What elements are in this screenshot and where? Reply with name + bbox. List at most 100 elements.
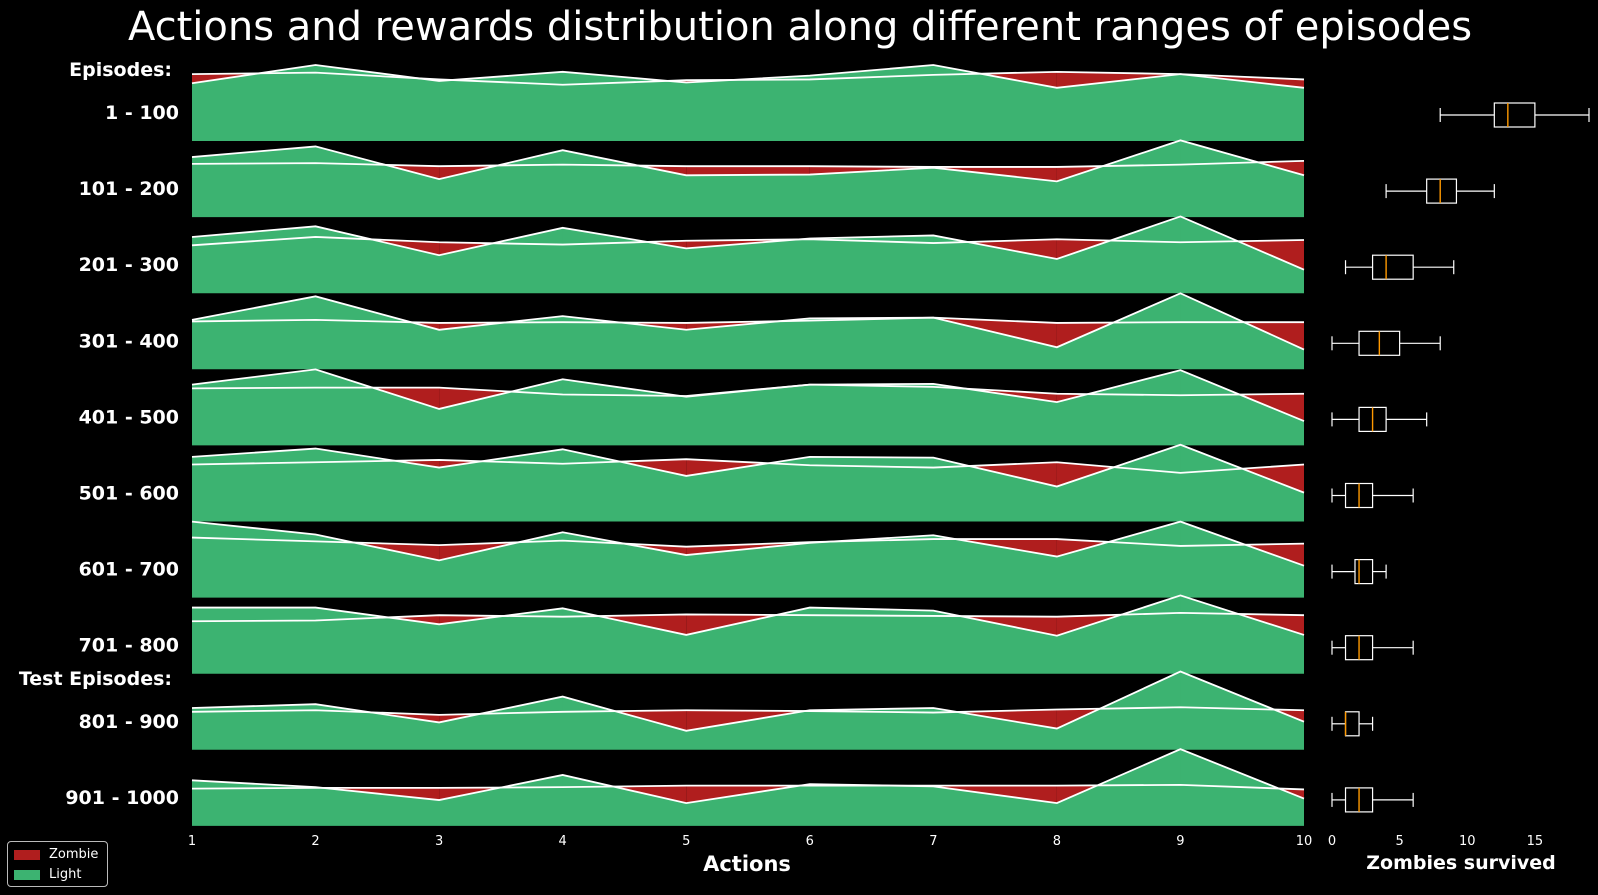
zombie-area bbox=[969, 462, 1057, 487]
boxplot-tick-label: 10 bbox=[1459, 834, 1476, 849]
legend-item-light: Light bbox=[14, 867, 81, 882]
chart-legend: Zombie Light bbox=[7, 841, 108, 887]
boxplot bbox=[1439, 102, 1590, 128]
light-excess-area bbox=[192, 448, 316, 465]
actions-tick-label: 3 bbox=[435, 834, 443, 849]
light-excess-area bbox=[809, 235, 934, 244]
section-label: Episodes: bbox=[69, 59, 172, 81]
zombie-line bbox=[191, 236, 1305, 247]
light-area bbox=[192, 671, 1304, 750]
boxplot bbox=[1331, 635, 1414, 661]
actions-tick-label: 8 bbox=[1053, 834, 1061, 849]
actions-tick-label: 7 bbox=[929, 834, 937, 849]
legend-label-light: Light bbox=[49, 867, 82, 882]
light-excess-area bbox=[1108, 521, 1181, 546]
boxplot-tick-label: 0 bbox=[1328, 834, 1336, 849]
ridge-row: 701 - 800 bbox=[79, 594, 1305, 674]
light-excess-area bbox=[500, 774, 563, 788]
boxplot-x-axis: 0 5 10 15 bbox=[1328, 834, 1543, 849]
ridge-row: 801 - 900 bbox=[79, 670, 1305, 750]
actions-tick-label: 1 bbox=[188, 834, 196, 849]
boxplot bbox=[1331, 482, 1414, 509]
boxplot bbox=[1331, 787, 1414, 813]
zombie-area bbox=[1242, 464, 1304, 493]
row-label: 301 - 400 bbox=[79, 330, 179, 352]
boxplot-panel bbox=[1331, 102, 1590, 813]
zombie-area bbox=[439, 387, 512, 409]
light-excess-area bbox=[809, 607, 934, 616]
row-label: 701 - 800 bbox=[79, 635, 179, 657]
zombie-line bbox=[191, 458, 1305, 474]
ridge-plot: 1 - 100 101 - 200 201 - 300 301 - 400 401 - … bbox=[19, 59, 1305, 826]
row-label: 101 - 200 bbox=[79, 178, 179, 200]
row-label: 801 - 900 bbox=[79, 711, 179, 733]
actions-tick-label: 5 bbox=[682, 834, 690, 849]
light-line bbox=[191, 64, 1305, 89]
ridge-row: 1 - 100 bbox=[105, 64, 1305, 141]
row-label: 901 - 1000 bbox=[65, 787, 179, 809]
zombie-area bbox=[686, 459, 769, 476]
legend-label-zombie: Zombie bbox=[49, 847, 99, 862]
light-excess-area bbox=[192, 146, 316, 164]
section-label: Test Episodes: bbox=[19, 668, 172, 690]
zombie-line bbox=[191, 783, 1305, 791]
iqr-box bbox=[1354, 558, 1374, 585]
ridge-row: 601 - 700 bbox=[79, 520, 1305, 598]
iqr-box bbox=[1371, 254, 1414, 280]
light-area bbox=[192, 293, 1304, 370]
ridge-row: 101 - 200 bbox=[79, 139, 1305, 218]
boxplot bbox=[1344, 254, 1455, 280]
actions-tick-label: 10 bbox=[1296, 834, 1313, 849]
light-excess-area bbox=[192, 521, 316, 542]
light-line bbox=[191, 748, 1305, 805]
ridge-row: 301 - 400 bbox=[79, 292, 1305, 370]
row-label: 401 - 500 bbox=[79, 406, 179, 428]
boxplot-axis-label: Zombies survived bbox=[1366, 852, 1556, 874]
boxplot bbox=[1331, 558, 1387, 585]
light-line bbox=[191, 215, 1305, 271]
light-area bbox=[192, 521, 1304, 598]
light-line bbox=[191, 139, 1305, 183]
light-line bbox=[191, 368, 1305, 422]
actions-axis-label: Actions bbox=[703, 852, 791, 876]
light-area bbox=[192, 140, 1304, 218]
iqr-box bbox=[1493, 102, 1536, 128]
light-area bbox=[192, 595, 1304, 674]
actions-tick-label: 6 bbox=[806, 834, 814, 849]
light-area bbox=[192, 369, 1304, 446]
light-excess-area bbox=[192, 607, 316, 622]
ridge-row: 201 - 300 bbox=[79, 215, 1305, 294]
legend-swatch-light bbox=[14, 869, 40, 880]
light-area bbox=[192, 216, 1304, 294]
boxplot-tick-label: 15 bbox=[1527, 834, 1544, 849]
row-label: 201 - 300 bbox=[79, 254, 179, 276]
zombie-area bbox=[1056, 462, 1115, 487]
zombie-line bbox=[191, 536, 1305, 548]
ridge-row: 501 - 600 bbox=[79, 443, 1305, 522]
row-label: 501 - 600 bbox=[79, 483, 179, 505]
actions-tick-label: 2 bbox=[311, 834, 319, 849]
light-excess-area bbox=[809, 456, 934, 468]
light-excess-area bbox=[192, 369, 316, 389]
zombie-line bbox=[191, 316, 1304, 324]
zombie-line bbox=[191, 159, 1305, 168]
light-line bbox=[191, 520, 1305, 567]
iqr-box bbox=[1344, 711, 1360, 737]
light-line bbox=[191, 670, 1305, 732]
light-line bbox=[191, 443, 1305, 494]
legend-swatch-zombie bbox=[14, 849, 40, 860]
actions-x-axis: 1 2 3 4 5 6 7 8 9 10 bbox=[188, 834, 1312, 849]
boxplot bbox=[1331, 406, 1428, 432]
chart-title: Actions and rewards distribution along d… bbox=[128, 4, 1472, 50]
boxplot-tick-label: 5 bbox=[1395, 834, 1403, 849]
row-label: 1 - 100 bbox=[105, 102, 179, 124]
light-area bbox=[192, 444, 1304, 522]
ridge-row: 901 - 1000 bbox=[65, 748, 1305, 826]
zombie-area bbox=[686, 166, 810, 176]
boxplot bbox=[1331, 711, 1374, 737]
boxplot bbox=[1385, 178, 1495, 204]
iqr-box bbox=[1426, 178, 1458, 204]
light-excess-area bbox=[452, 71, 563, 85]
light-excess-area bbox=[1180, 444, 1243, 473]
